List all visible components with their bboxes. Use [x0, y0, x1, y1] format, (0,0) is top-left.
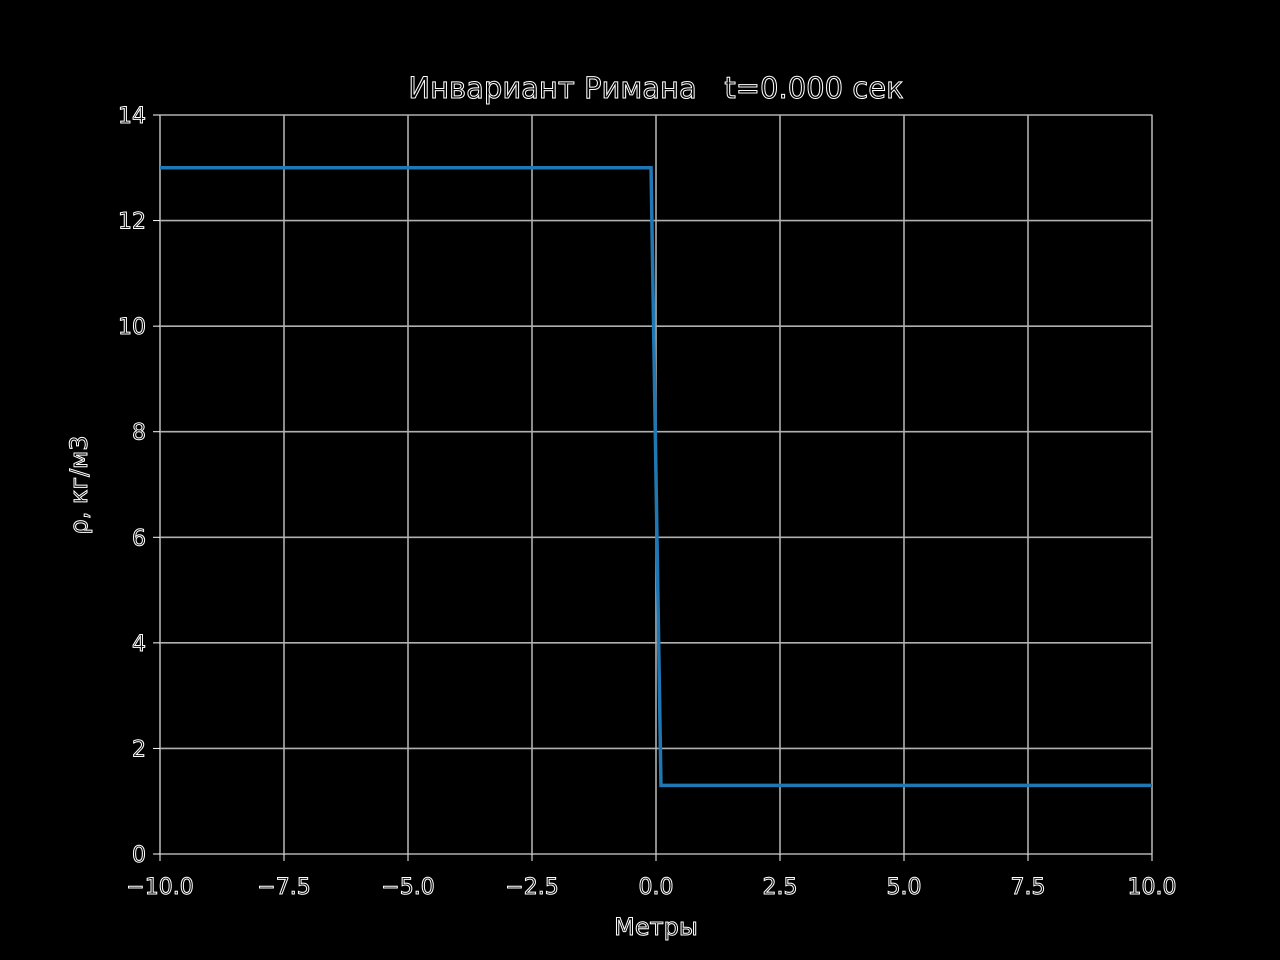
series-line-0 — [160, 166, 1152, 788]
chart-title: Инвариант Римана t=0.000 сек — [408, 71, 903, 105]
y-tick-label: 14 — [118, 104, 146, 129]
x-tick-label: 0.0 — [639, 875, 674, 900]
x-tick-label: 5.0 — [887, 875, 922, 900]
x-axis-ticks: −10.0 −7.5 −5.0 −2.5 0.0 2.5 5.0 7.5 10.0 — [126, 854, 1177, 901]
x-tick-label: −10.0 — [126, 875, 193, 900]
x-tick-label: −2.5 — [505, 875, 558, 900]
y-tick-label: 8 — [132, 421, 146, 446]
y-axis-ticks: 0 2 4 6 8 10 12 14 — [118, 104, 160, 869]
y-tick-label: 4 — [132, 632, 146, 657]
y-tick-label: 6 — [132, 526, 146, 551]
y-tick-label: 2 — [132, 737, 146, 762]
x-axis-label: Метры — [614, 913, 698, 941]
y-tick-label: 12 — [118, 210, 146, 235]
x-tick-label: 2.5 — [763, 875, 798, 900]
x-tick-label: −5.0 — [381, 875, 434, 900]
y-tick-label: 0 — [132, 843, 146, 868]
x-tick-label: 10.0 — [1128, 875, 1177, 900]
x-tick-label: −7.5 — [257, 875, 310, 900]
y-tick-label: 10 — [118, 315, 146, 340]
y-axis-label: ρ, кг/м3 — [65, 435, 93, 534]
x-tick-label: 7.5 — [1011, 875, 1046, 900]
series-layer — [160, 166, 1152, 788]
